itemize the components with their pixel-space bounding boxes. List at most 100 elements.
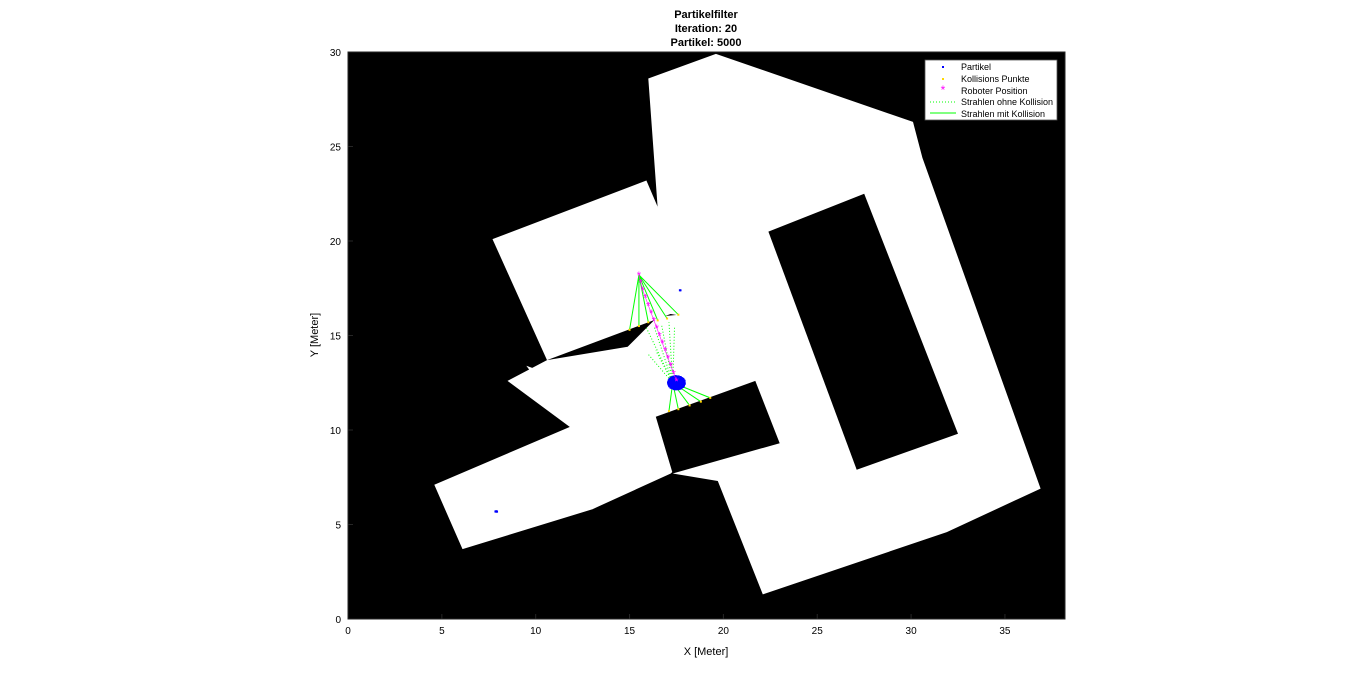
chart-title-line-2: Iteration: 20	[675, 23, 737, 35]
robot-position-marker: *	[641, 285, 646, 297]
particle	[675, 384, 678, 387]
particle	[681, 385, 684, 388]
collision-point	[666, 317, 669, 320]
legend-label-roboter-position: Roboter Position	[961, 86, 1028, 96]
particle	[672, 383, 675, 386]
particle	[678, 380, 681, 383]
y-tick-label: 10	[330, 426, 342, 437]
particle	[670, 382, 673, 385]
particle	[680, 381, 683, 384]
particle	[669, 384, 672, 387]
robot-position-marker: *	[655, 323, 660, 335]
robot-position-marker: *	[649, 308, 654, 320]
chart-title-line-3: Partikel: 5000	[671, 37, 742, 49]
ray-with-collision	[638, 274, 659, 321]
ray-without-collision	[647, 354, 674, 384]
particle	[677, 385, 680, 388]
particle	[673, 376, 676, 379]
collision-point	[647, 321, 650, 324]
particle	[667, 381, 670, 384]
x-tick-label: 20	[718, 626, 730, 637]
particle	[679, 377, 682, 380]
y-tick-label: 15	[330, 332, 342, 343]
particle	[677, 376, 680, 379]
collision-point	[677, 313, 680, 316]
y-tick-label: 0	[335, 615, 341, 626]
particle	[675, 382, 678, 385]
collision-point	[628, 328, 631, 331]
collision-points	[628, 313, 712, 413]
particle	[678, 379, 681, 382]
particle	[667, 383, 670, 386]
collision-point	[699, 400, 702, 403]
particle	[676, 384, 679, 387]
particle	[683, 379, 686, 382]
robot-position-marker: *	[674, 376, 679, 388]
collision-point	[677, 408, 680, 411]
chart-title-line-1: Partikelfilter	[674, 9, 738, 21]
particle	[669, 377, 672, 380]
ray-with-collision	[638, 274, 679, 316]
particle	[679, 289, 682, 292]
x-tick-label: 30	[906, 626, 918, 637]
particle	[676, 379, 679, 382]
particle	[680, 379, 683, 382]
legend-marker-roboter-position: *	[941, 83, 946, 97]
ray-without-collision	[668, 322, 674, 383]
y-tick-label: 20	[330, 237, 342, 248]
robot-position-marker: *	[646, 300, 651, 312]
particle	[674, 379, 677, 382]
particle	[671, 385, 674, 388]
robot-trajectory: ***************	[637, 270, 680, 388]
x-tick-label: 15	[624, 626, 636, 637]
particle	[667, 379, 670, 382]
particle	[679, 387, 682, 390]
robot-position-marker: *	[672, 368, 677, 380]
particle	[674, 388, 677, 391]
obstacle-region-1	[655, 380, 780, 474]
legend-label-kollisions-punkte: Kollisions Punkte	[961, 74, 1030, 84]
legend: Partikel Kollisions Punkte * Roboter Pos…	[924, 59, 1058, 121]
x-tick-label: 5	[439, 626, 445, 637]
particle	[682, 382, 685, 385]
particle	[682, 384, 685, 387]
x-tick-label: 0	[345, 626, 351, 637]
particle	[681, 381, 684, 384]
robot-position-marker: *	[637, 270, 642, 282]
particle	[681, 383, 684, 386]
axis-ticks: 0 5 10 15 20 25 30 35 0 5 10 15 20 25 30	[330, 48, 1011, 637]
particle	[670, 386, 673, 389]
y-tick-label: 5	[335, 521, 341, 532]
y-axis-label: Y [Meter]	[309, 313, 321, 357]
particle	[668, 379, 671, 382]
particle	[670, 383, 673, 386]
robot-position-marker: *	[669, 361, 674, 373]
ray-with-collision	[629, 274, 640, 330]
robot-position-marker: *	[639, 278, 644, 290]
collision-point	[637, 325, 640, 328]
particle	[676, 378, 679, 381]
particle	[678, 382, 681, 385]
collision-point	[667, 410, 670, 413]
robot-position-marker: *	[666, 353, 671, 365]
y-tick-label: 25	[330, 143, 342, 154]
particle	[669, 383, 672, 386]
ray-without-collision	[645, 327, 674, 383]
robot-path	[638, 274, 677, 382]
particle	[672, 381, 675, 384]
legend-label-strahlen-mit-kollision: Strahlen mit Kollision	[961, 109, 1045, 119]
legend-marker-kollisions-punkte	[942, 78, 944, 80]
particle	[672, 387, 675, 390]
robot-position-marker: *	[643, 293, 648, 305]
particle	[679, 383, 682, 386]
ray-with-collision	[638, 274, 649, 323]
x-tick-label: 35	[999, 626, 1011, 637]
legend-label-partikel: Partikel	[961, 62, 991, 72]
ray-without-collision	[660, 324, 674, 383]
robot-position-marker: *	[657, 331, 662, 343]
robot-position-marker: *	[652, 315, 657, 327]
particle	[670, 381, 673, 384]
legend-box	[924, 59, 1058, 121]
robot-position-marker: *	[660, 338, 665, 350]
